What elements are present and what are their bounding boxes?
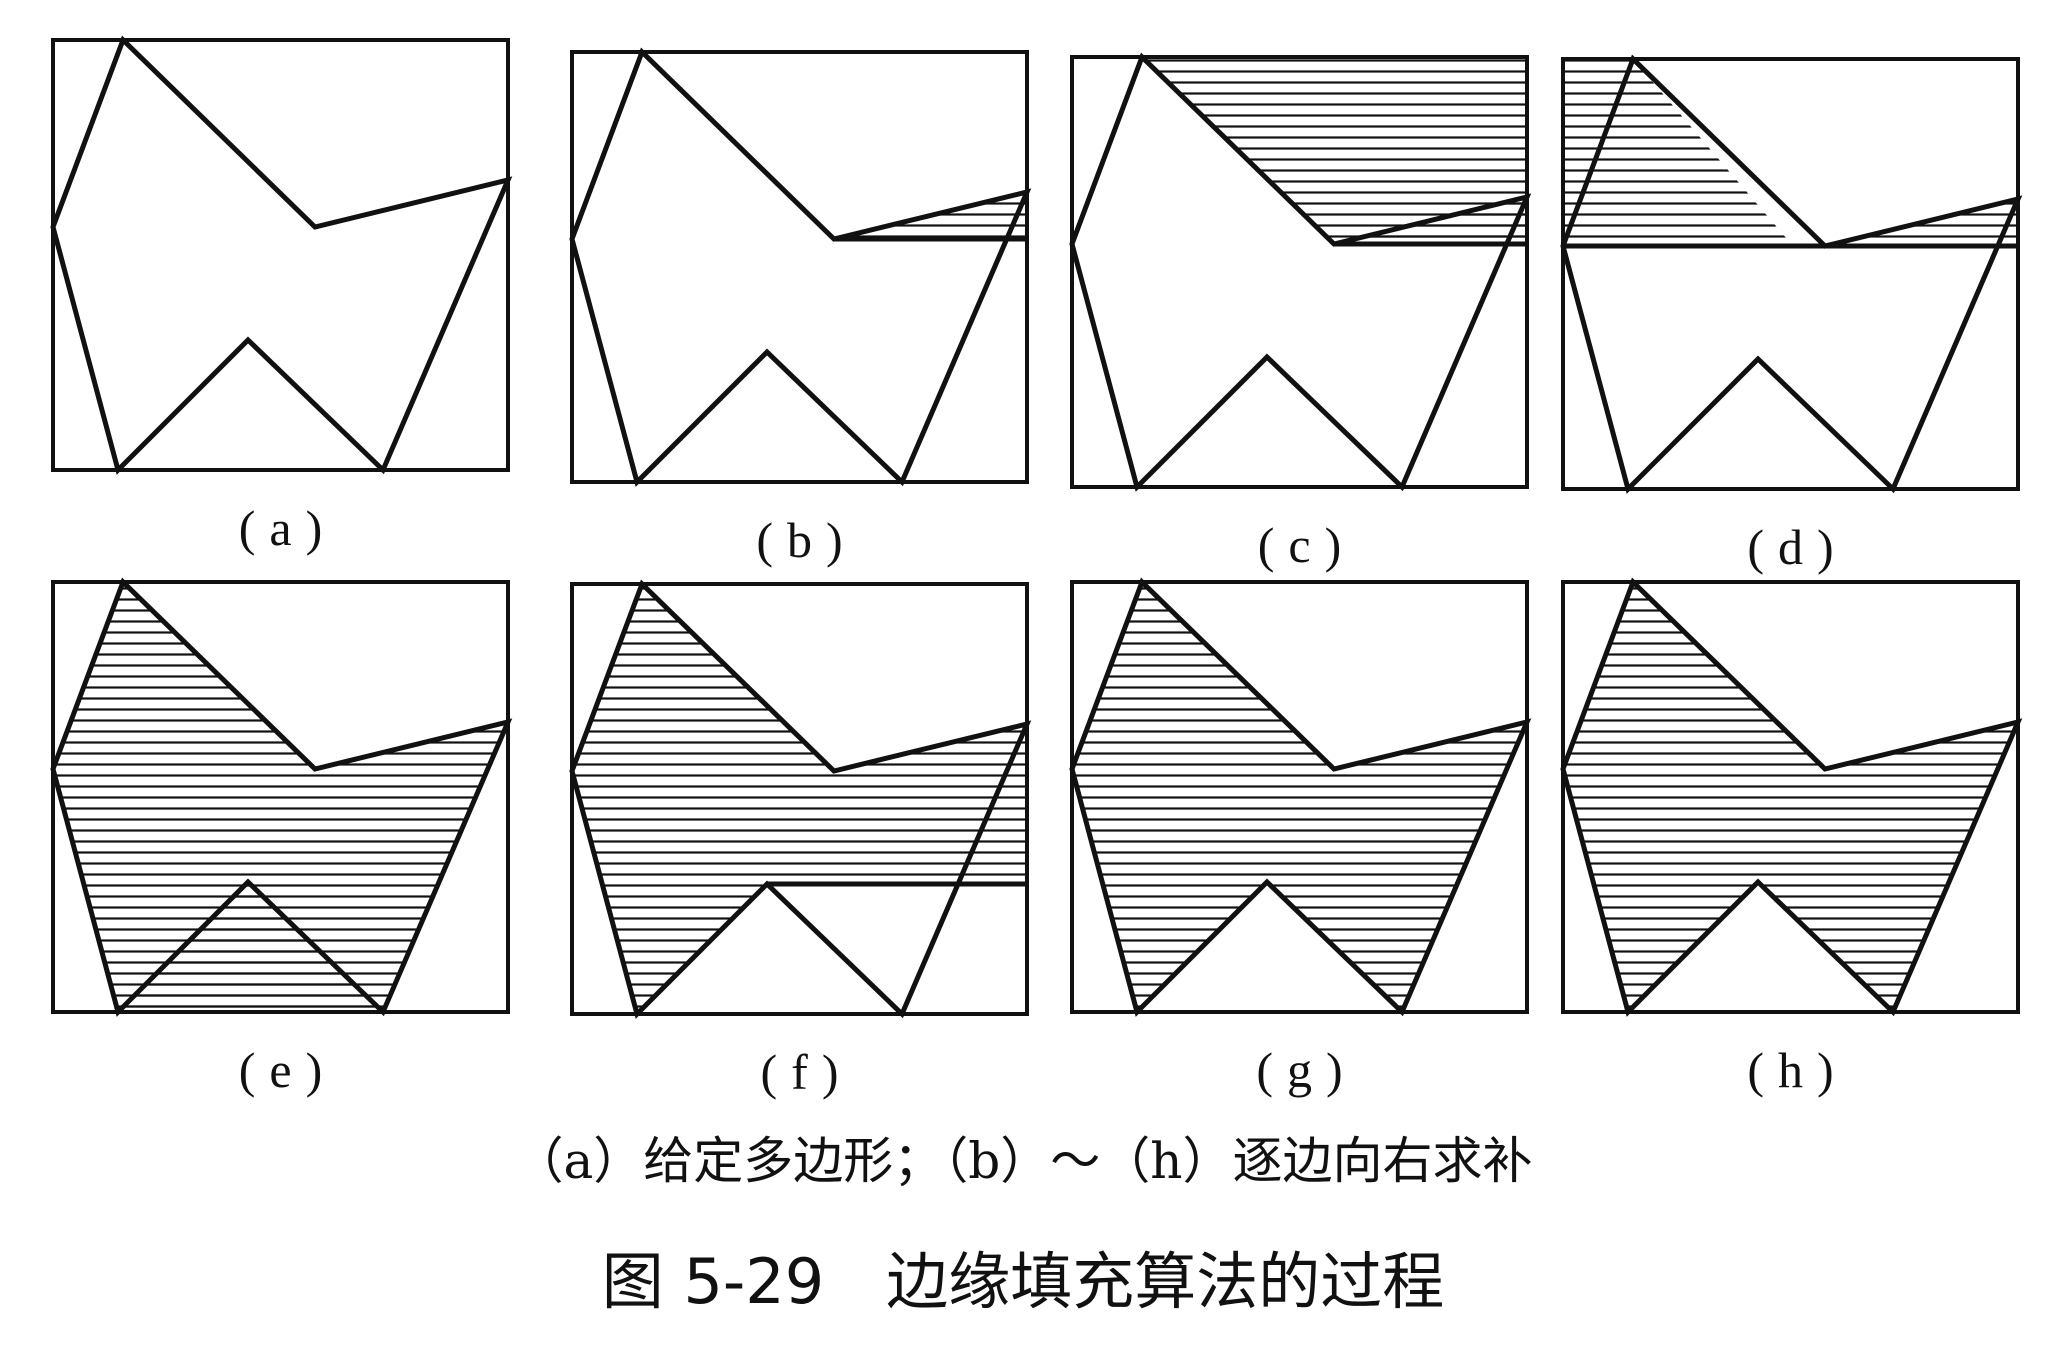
panel-label-e: (e)	[239, 1042, 337, 1098]
polygon-outline	[50, 577, 513, 1017]
panel-f: (f)	[569, 579, 1032, 1100]
hatched-region	[118, 882, 383, 1012]
bounding-frame	[570, 582, 1029, 1016]
bounding-frame	[1561, 580, 2020, 1014]
polygon-outline	[569, 579, 1032, 1019]
panel-label-b: (b)	[756, 512, 856, 568]
panel-label-g: (g)	[1256, 1042, 1356, 1098]
panel-d: (d)	[1560, 54, 2023, 575]
bounding-frame	[570, 50, 1029, 484]
polygon-outline	[1560, 577, 2023, 1017]
panel-b: (b)	[569, 47, 1032, 568]
panel-label-c: (c)	[1258, 517, 1356, 573]
hatched-region	[572, 584, 1027, 1014]
polygon-outline	[1069, 577, 1532, 1017]
panel-label-f: (f)	[761, 1044, 853, 1100]
bounding-frame	[51, 580, 510, 1014]
panel-e: (e)	[50, 577, 513, 1098]
hatched-region	[1563, 582, 2018, 1012]
bounding-frame	[1070, 55, 1529, 489]
panel-h: (h)	[1560, 577, 2023, 1098]
panel-c: (c)	[1069, 52, 1532, 573]
hatched-region	[1072, 582, 1527, 1012]
figure-title: 图 5-29 边缘填充算法的过程	[602, 1245, 1444, 1318]
panel-label-a: (a)	[239, 500, 337, 556]
panel-label-h: (h)	[1747, 1042, 1847, 1098]
panel-a: (a)	[50, 35, 513, 556]
hatched-region	[1142, 57, 1527, 244]
panel-label-d: (d)	[1747, 519, 1847, 575]
bounding-frame	[51, 38, 510, 472]
bounding-frame	[1070, 580, 1529, 1014]
bounding-frame	[1561, 57, 2020, 491]
polygon-outline	[1560, 54, 2023, 494]
polygon-outline	[1069, 52, 1532, 492]
figure-subcaption: （a）给定多边形；（b）～（h）逐边向右求补	[513, 1132, 1532, 1190]
panel-g: (g)	[1069, 577, 1532, 1098]
polygon-outline	[569, 47, 1032, 487]
hatched-region	[1563, 59, 1793, 246]
polygon-outline	[50, 35, 513, 475]
hatched-region	[53, 582, 508, 1012]
